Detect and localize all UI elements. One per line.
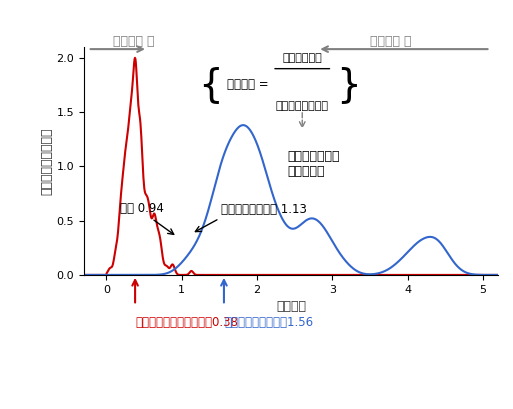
- Text: 自治体レベルの
分布を比較: 自治体レベルの 分布を比較: [287, 150, 340, 178]
- Text: 製造業付加価値額: 製造業付加価値額: [276, 101, 329, 111]
- X-axis label: 輸出比率: 輸出比率: [276, 300, 306, 313]
- Text: 輸出比率 小: 輸出比率 小: [112, 35, 154, 48]
- Text: }: }: [336, 66, 361, 104]
- Y-axis label: 都道府県・州の分布: 都道府県・州の分布: [41, 127, 54, 195]
- Text: テューリンゲン州 1.13: テューリンゲン州 1.13: [221, 203, 307, 216]
- Text: 製造業輸出額: 製造業輸出額: [282, 53, 322, 63]
- Text: 輸出比率 大: 輸出比率 大: [370, 35, 411, 48]
- Text: {: {: [199, 66, 223, 104]
- Text: 日本・全都道府県平均：0.38: 日本・全都道府県平均：0.38: [135, 316, 238, 329]
- Text: ドイツ・全州平均：1.56: ドイツ・全州平均：1.56: [224, 316, 313, 329]
- Text: 輸出比率 =: 輸出比率 =: [227, 79, 272, 92]
- Text: 広島 0.94: 広島 0.94: [120, 202, 164, 215]
